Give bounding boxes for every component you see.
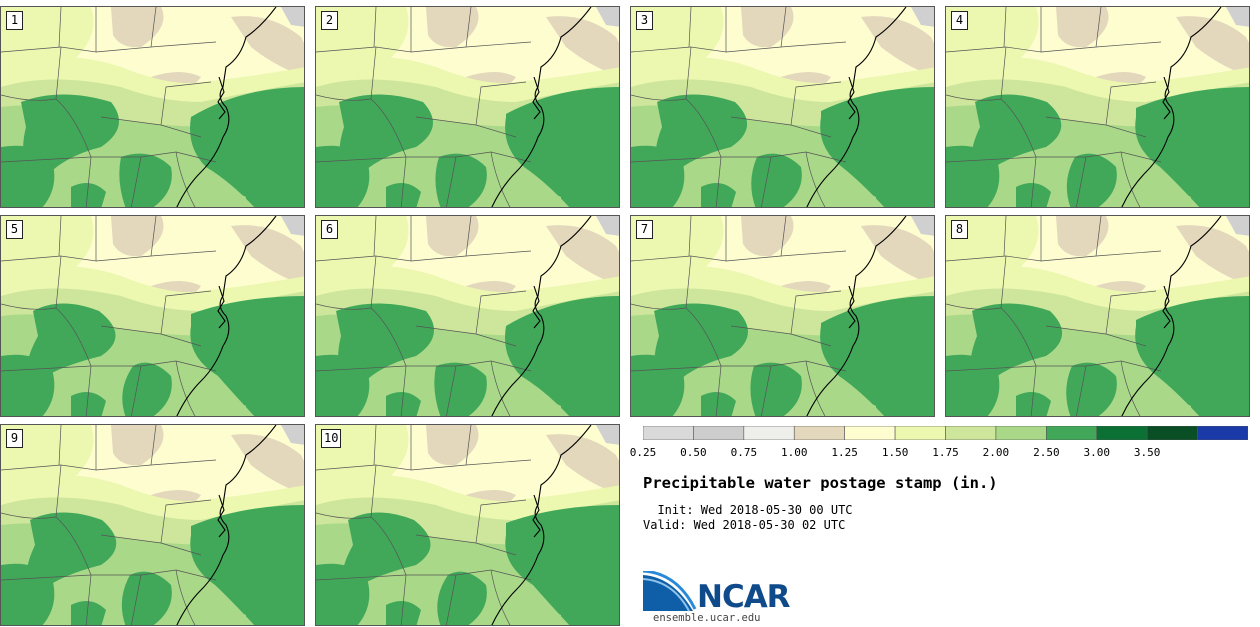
- pw-map: [946, 7, 1249, 207]
- colorbar-tick-label: 0.75: [730, 446, 758, 459]
- colorbar-tick-label: 2.00: [982, 446, 1010, 459]
- colorbar-bin: [945, 426, 997, 440]
- colorbar-bin: [1046, 426, 1098, 440]
- colorbar-bin: [693, 426, 745, 440]
- map-panel-4: 4: [945, 6, 1250, 208]
- ncar-logo-icon: [643, 571, 697, 612]
- map-panel-5: 5: [0, 215, 305, 417]
- colorbar-tick-label: 1.50: [881, 446, 909, 459]
- map-panel-6: 6: [315, 215, 620, 417]
- colorbar-tick-label: 1.00: [781, 446, 808, 459]
- pw-map: [631, 7, 934, 207]
- colorbar-bin: [793, 426, 845, 440]
- colorbar-tick-label: 2.50: [1033, 446, 1060, 459]
- pw-map: [1, 216, 304, 416]
- init-time: Init: Wed 2018-05-30 00 UTC: [643, 503, 853, 517]
- colorbar-bin: [844, 426, 896, 440]
- colorbar-tick-label: 3.50: [1133, 446, 1161, 459]
- pw-map: [631, 216, 934, 416]
- panel-number-label: 9: [6, 429, 23, 448]
- map-panel-8: 8: [945, 215, 1250, 417]
- colorbar-bin: [1146, 426, 1198, 440]
- map-panel-9: 9: [0, 424, 305, 626]
- map-panel-1: 1: [0, 6, 305, 208]
- colorbar-bin: [1197, 426, 1248, 440]
- pw-map: [316, 216, 619, 416]
- panel-number-label: 8: [951, 220, 968, 239]
- valid-time: Valid: Wed 2018-05-30 02 UTC: [643, 518, 846, 532]
- pw-map: [316, 7, 619, 207]
- panel-number-label: 10: [321, 429, 342, 448]
- panel-number-label: 1: [6, 11, 23, 30]
- colorbar-tick-label: 1.75: [932, 446, 959, 459]
- pw-map: [1, 7, 304, 207]
- map-panel-2: 2: [315, 6, 620, 208]
- pw-map: [946, 216, 1249, 416]
- colorbar-bin: [743, 426, 795, 440]
- colorbar-tick-label: 0.25: [629, 446, 657, 459]
- colorbar-bin: [1096, 426, 1148, 440]
- map-panel-7: 7: [630, 215, 935, 417]
- panel-number-label: 2: [321, 11, 338, 30]
- pw-map: [316, 425, 619, 625]
- ensemble-url: ensemble.ucar.edu: [653, 612, 761, 624]
- colorbar-bin: [894, 426, 946, 440]
- colorbar-tick-label: 0.50: [680, 446, 707, 459]
- colorbar-tick-label: 1.25: [831, 446, 858, 459]
- colorbar-bin: [643, 426, 694, 440]
- map-panel-10: 10: [315, 424, 620, 626]
- panel-number-label: 6: [321, 220, 338, 239]
- panel-number-label: 4: [951, 11, 968, 30]
- colorbar-tick-label: 3.00: [1083, 446, 1111, 459]
- panel-number-label: 7: [636, 220, 653, 239]
- ncar-logo-text: NCAR: [697, 579, 791, 615]
- pw-map: [1, 425, 304, 625]
- panel-number-label: 5: [6, 220, 23, 239]
- panel-number-label: 3: [636, 11, 653, 30]
- map-panel-3: 3: [630, 6, 935, 208]
- colorbar: [643, 426, 1248, 440]
- colorbar-bin: [995, 426, 1047, 440]
- chart-title: Precipitable water postage stamp (in.): [643, 474, 998, 492]
